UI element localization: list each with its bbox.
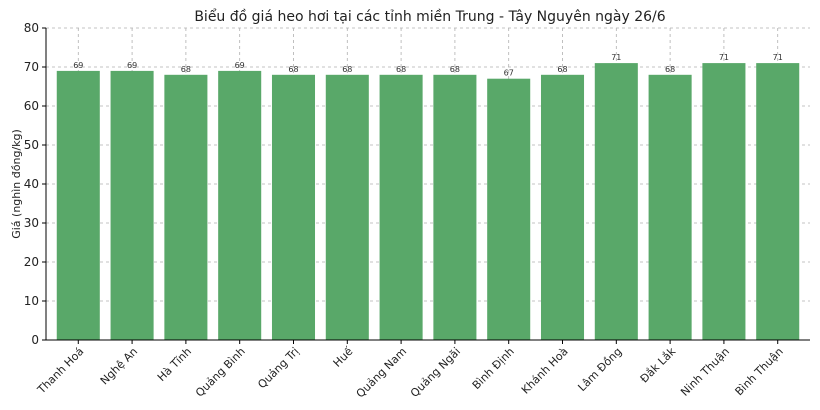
bar-9 [540,74,585,341]
x-tick-label-6: Quảng Nam [354,345,410,401]
bar-7 [433,74,477,341]
y-tick-label-7: 70 [24,60,39,74]
data-label-1: 69 [127,61,137,70]
data-label-3: 69 [235,61,245,70]
bar-10 [594,63,638,340]
bar-8 [487,78,531,340]
data-label-6: 68 [396,65,406,74]
data-label-12: 71 [719,53,729,62]
axes-layer: 0 10 20 30 40 50 60 70 80 [24,21,810,347]
data-label-0: 69 [73,61,83,70]
chart-title: Biểu đồ giá heo hơi tại các tỉnh miền Tr… [194,8,665,25]
data-label-7: 68 [450,65,460,74]
x-tick-label-1: Nghệ An [98,345,140,387]
y-tick-label-6: 60 [24,99,39,113]
x-tick-label-5: Huế [331,345,356,370]
y-axis-label: Giá (nghìn đồng/kg) [10,129,23,239]
x-tick-label-9: Khánh Hoà [519,345,571,397]
grid-layer [46,27,810,340]
y-tick-label-3: 30 [24,216,39,230]
bar-13 [756,63,800,340]
x-tick-label-4: Quảng Trị [255,345,301,391]
bar-1 [110,70,154,341]
data-label-8: 67 [504,69,514,78]
data-label-5: 68 [342,65,352,74]
x-tick-label-10: Lâm Đồng [575,345,624,394]
y-tick-label-5: 50 [24,138,39,152]
bar-12 [702,63,746,340]
data-label-13: 71 [773,53,783,62]
x-tick-label-3: Quảng Bình [193,345,248,400]
x-tick-label-13: Bình Thuận [733,345,786,398]
x-tick-label-12: Ninh Thuận [678,345,732,399]
bar-6 [379,74,423,341]
data-label-10: 71 [611,53,621,62]
x-tick-label-8: Bình Định [470,345,517,392]
bar-11 [648,74,692,341]
bar-0 [56,70,100,341]
bar-5 [325,74,369,341]
y-tick-label-1: 10 [24,294,39,308]
x-tick-label-7: Quảng Ngãi [408,345,463,400]
y-tick-label-2: 20 [24,255,39,269]
data-label-4: 68 [288,65,298,74]
bars-layer [56,63,800,341]
y-tick-label-8: 80 [24,21,39,35]
x-tick-label-0: Thanh Hoá [34,345,86,397]
x-tick-label-11: Đắk Lắk [638,344,679,385]
x-tick-label-2: Hà Tĩnh [155,345,194,384]
data-label-2: 68 [181,65,191,74]
bar-4 [271,74,316,341]
bar-2 [164,74,208,341]
bar-3 [218,70,262,341]
data-label-11: 68 [665,65,675,74]
y-tick-label-4: 40 [24,177,39,191]
y-tick-label-0: 0 [31,333,39,347]
data-label-9: 68 [557,65,567,74]
